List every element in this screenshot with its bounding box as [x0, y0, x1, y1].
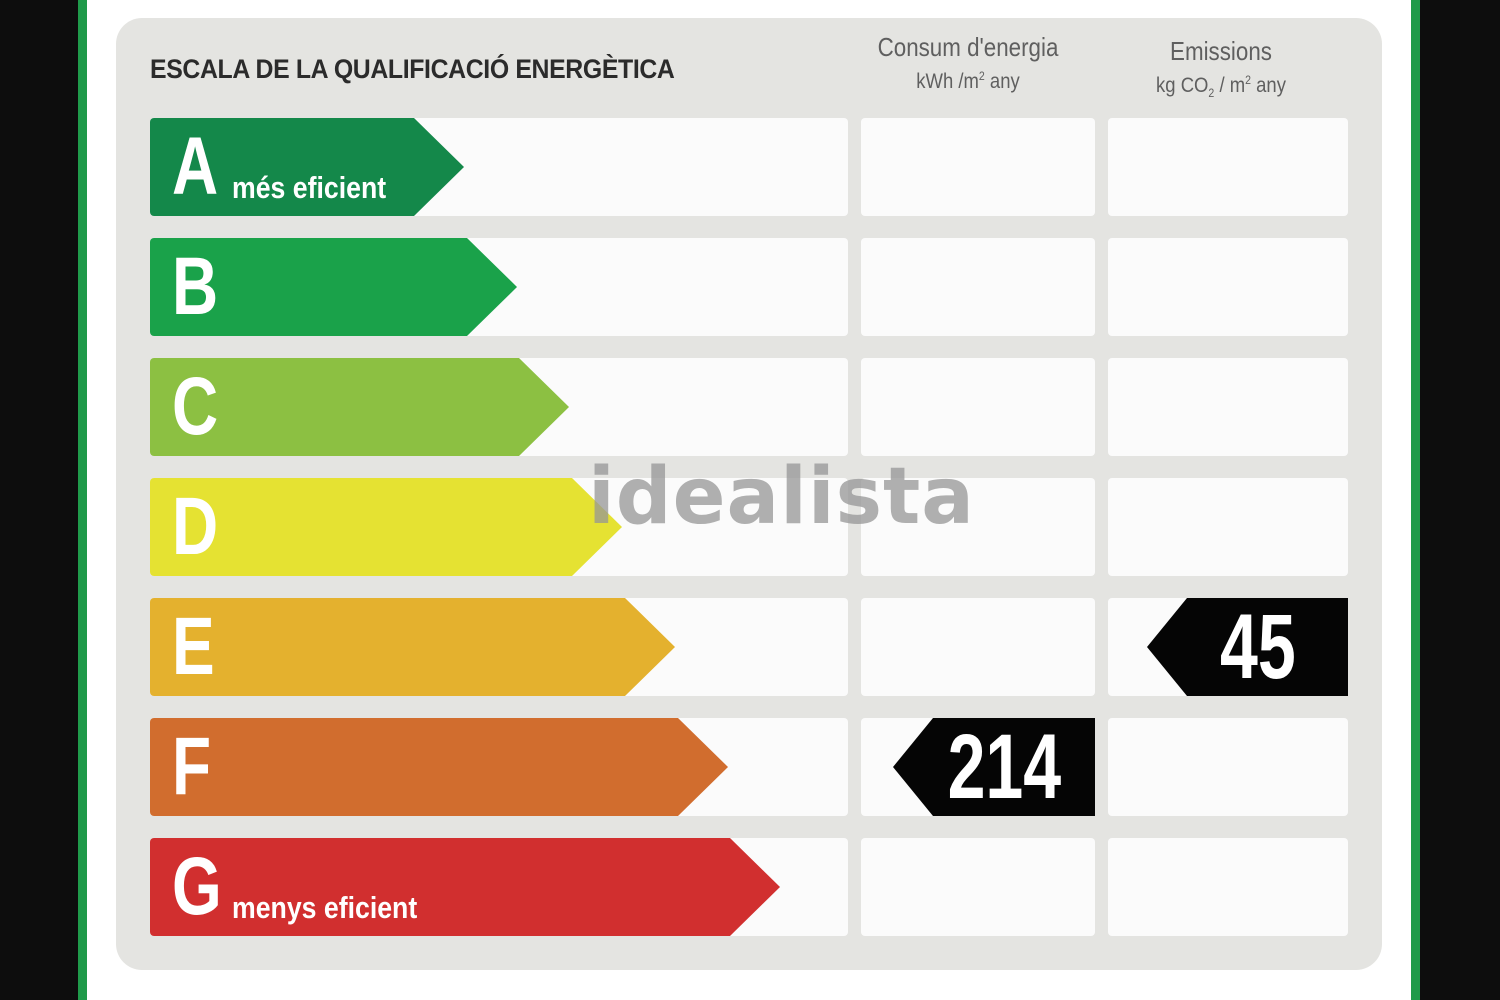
rating-letter: C: [172, 361, 219, 452]
emissions-column-label: Emissions: [1170, 36, 1272, 66]
emissions-column-unit: kg CO2 / m2 any: [1156, 73, 1286, 101]
emissions-value: 45: [1219, 596, 1296, 698]
energy-value: 214: [947, 716, 1062, 818]
energy-cell: [861, 838, 1095, 936]
emissions-cell: [1108, 478, 1348, 576]
emissions-cell: [1108, 718, 1348, 816]
energy-cell: [861, 118, 1095, 216]
emissions-value-marker: 45: [1147, 598, 1348, 696]
rating-arrow-e: E: [150, 598, 675, 696]
rating-arrow-c: C: [150, 358, 569, 456]
rating-arrow-f: F: [150, 718, 728, 816]
rating-letter: E: [172, 601, 215, 692]
rating-letter: G: [172, 841, 222, 932]
energy-cell: [861, 358, 1095, 456]
emissions-cell: [1108, 838, 1348, 936]
rating-row-c: C: [0, 358, 1500, 456]
emissions-cell: [1108, 358, 1348, 456]
rating-row-b: B: [0, 238, 1500, 336]
emissions-column-header: Emissions kg CO2 / m2 any: [1110, 36, 1332, 100]
rating-sublabel: més eficient: [232, 170, 387, 205]
energy-cell: [861, 598, 1095, 696]
energy-cell: [861, 478, 1095, 576]
emissions-cell: [1108, 118, 1348, 216]
rating-letter: A: [172, 121, 219, 212]
scale-title: ESCALA DE LA QUALIFICACIÓ ENERGÈTICA: [150, 54, 675, 84]
rating-letter: D: [172, 481, 219, 572]
rating-arrow-b: B: [150, 238, 517, 336]
energy-column-header: Consum d'energia kWh /m2 any: [860, 32, 1076, 94]
rating-row-e: E 45: [0, 598, 1500, 696]
energy-value-marker: 214: [893, 718, 1095, 816]
rating-letter: B: [172, 241, 219, 332]
emissions-cell: [1108, 238, 1348, 336]
rating-arrow-d: D: [150, 478, 622, 576]
energy-column-label: Consum d'energia: [877, 32, 1059, 62]
rating-row-d: D: [0, 478, 1500, 576]
rating-sublabel: menys eficient: [232, 890, 418, 925]
energy-column-unit: kWh /m2 any: [916, 69, 1020, 93]
rating-letter: F: [172, 721, 212, 812]
energy-cell: [861, 238, 1095, 336]
rating-row-f: F 214: [0, 718, 1500, 816]
